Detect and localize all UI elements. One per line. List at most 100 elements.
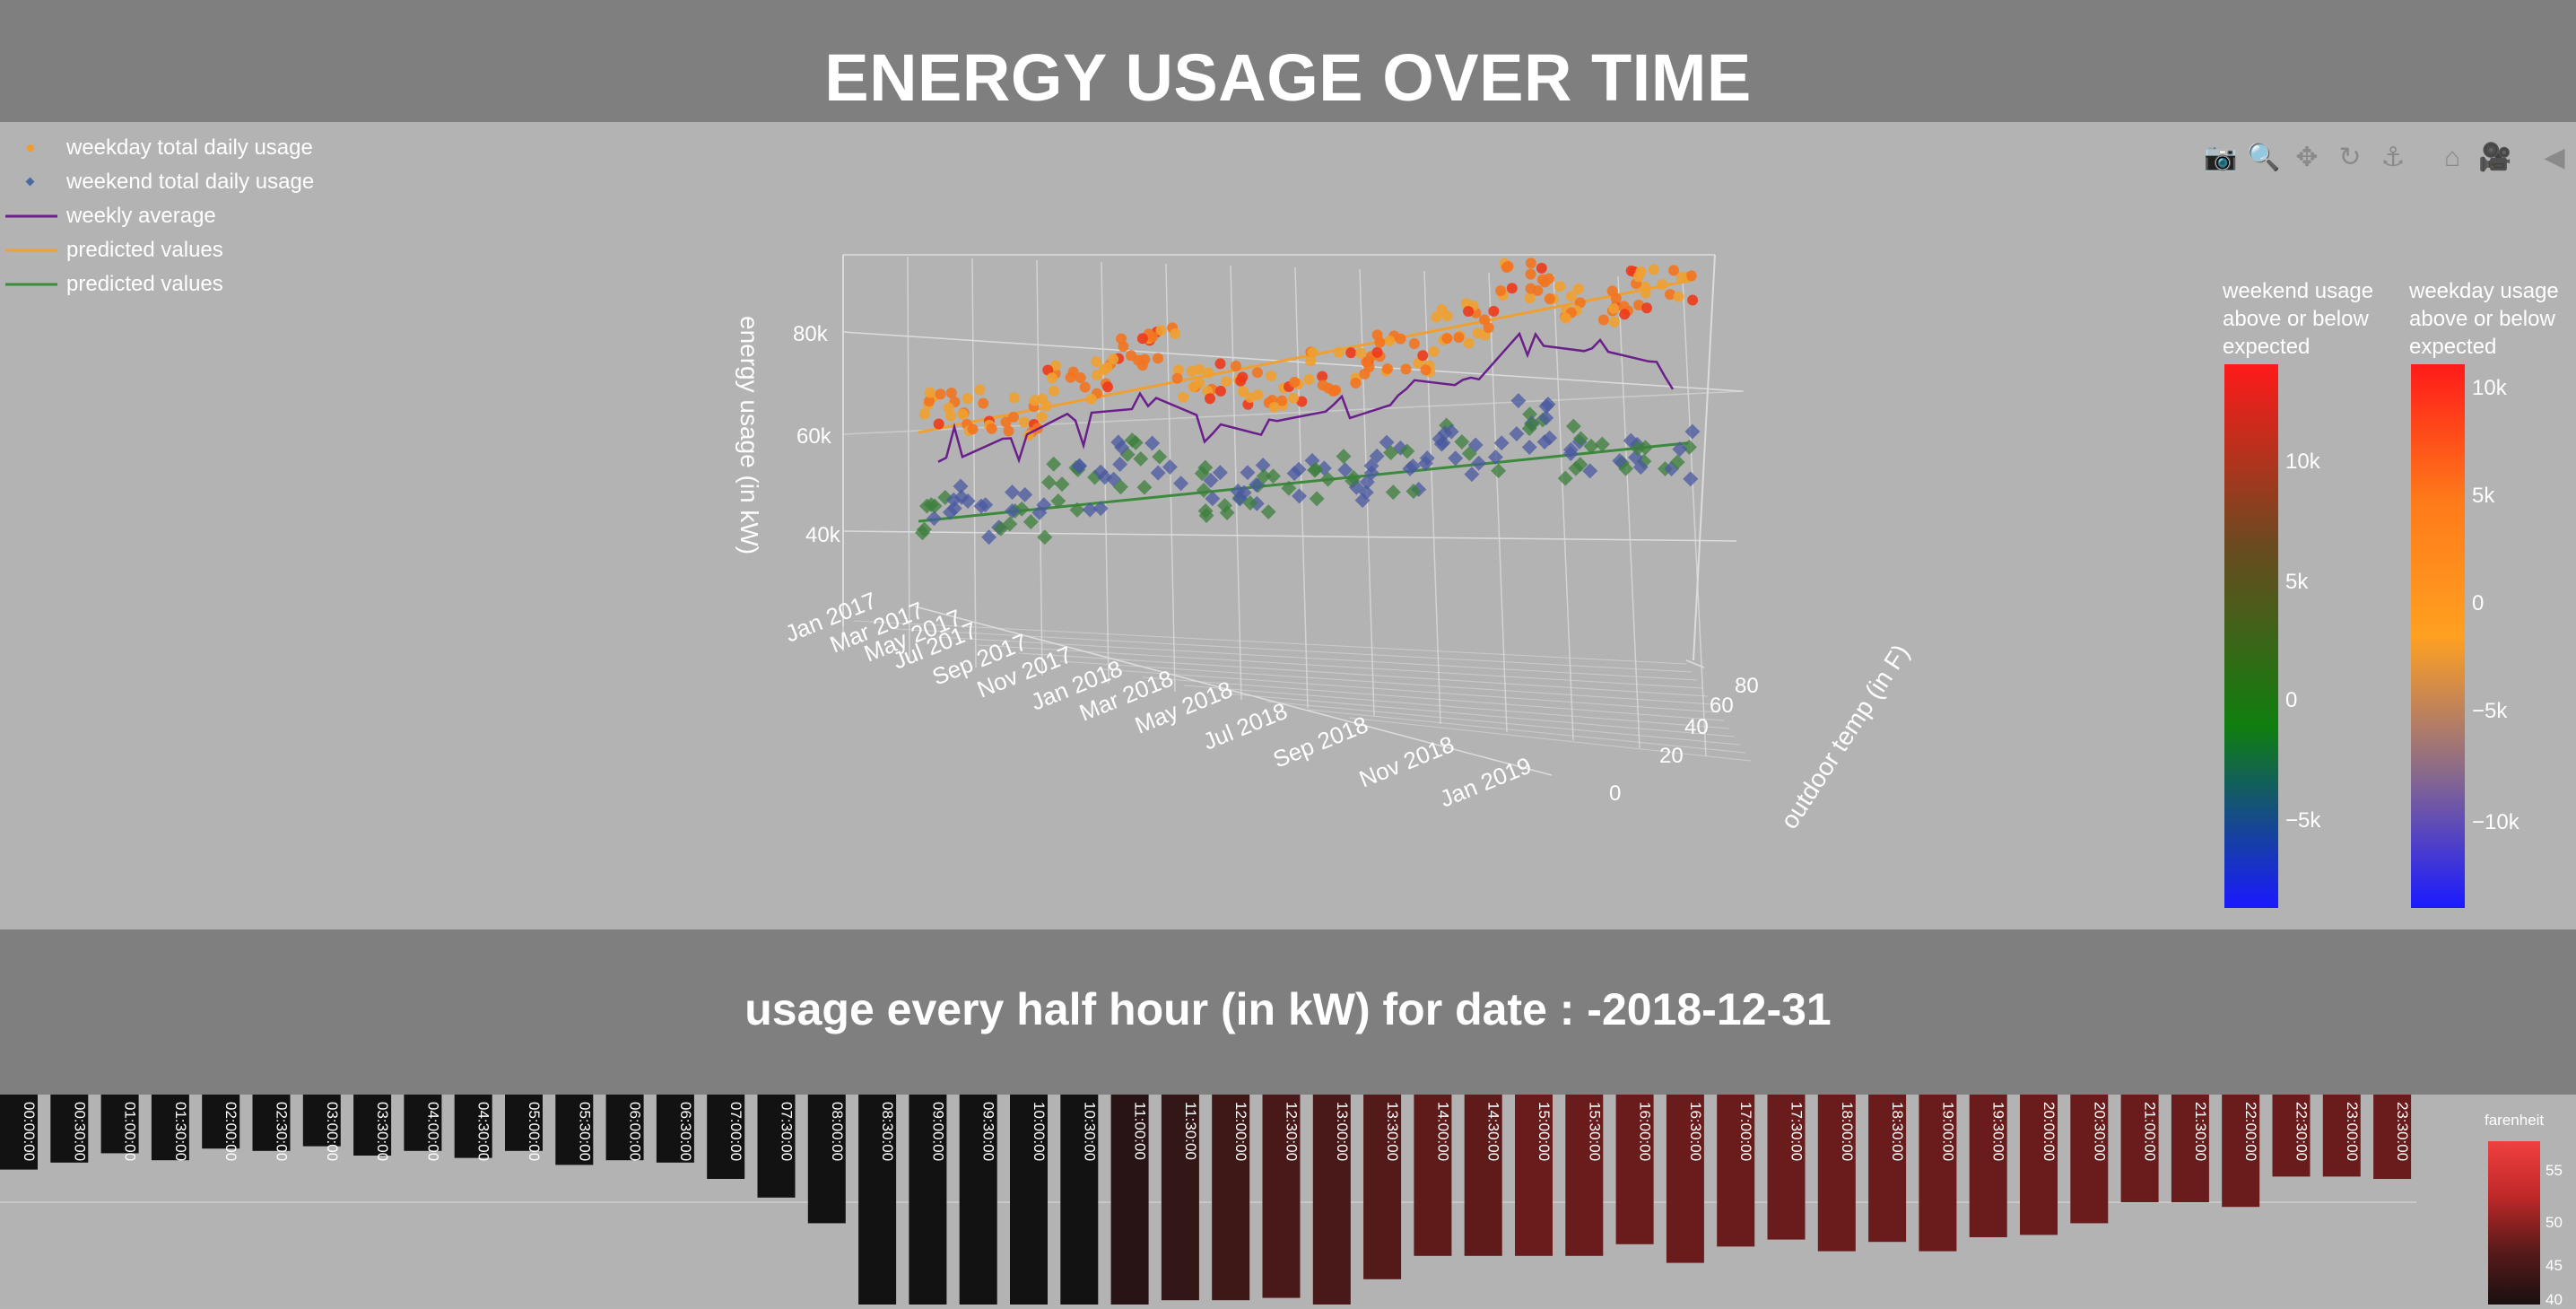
- weekday-point: [1204, 393, 1215, 405]
- colorbar-title: above or below: [2409, 307, 2555, 331]
- weekend-point: [1320, 471, 1336, 487]
- weekday-point: [1245, 391, 1257, 403]
- weekday-point: [1214, 358, 1226, 370]
- weekday-point: [1266, 370, 1277, 381]
- bar-category-label: 09:30:00: [980, 1102, 997, 1161]
- weekend-point: [1092, 464, 1109, 480]
- weekend-point: [1683, 471, 1699, 487]
- colorbar-title: expected: [2409, 335, 2496, 359]
- bar: [2020, 1095, 2058, 1235]
- weekend-point: [1212, 465, 1228, 481]
- weekend-point: [1205, 491, 1221, 507]
- weekday-point: [1317, 371, 1328, 382]
- legend-item[interactable]: weekend total daily usage: [0, 165, 314, 199]
- weekend-point: [1260, 504, 1276, 520]
- weekday-point: [1268, 401, 1280, 413]
- weekday-point: [1544, 293, 1555, 305]
- weekday-point: [1400, 363, 1412, 375]
- bar: [50, 1095, 89, 1163]
- temp-colorbar-tick: 45: [2546, 1257, 2563, 1274]
- weekday-point: [1194, 377, 1205, 388]
- floor-grid-line: [1307, 709, 1746, 754]
- weekend-point: [1041, 475, 1057, 491]
- colorbar-tick: −5k: [2472, 699, 2508, 723]
- colorbar-title: weekend usage: [2222, 279, 2373, 303]
- bar: [2373, 1095, 2412, 1179]
- weekday-point: [1049, 360, 1061, 371]
- weekday-point: [924, 396, 936, 407]
- orbit-icon[interactable]: ↻: [2338, 143, 2362, 172]
- home-icon[interactable]: ⌂: [2443, 143, 2461, 172]
- weekday-point: [1554, 281, 1566, 292]
- pan-icon[interactable]: ✥: [2295, 143, 2319, 172]
- weekend-point: [1557, 470, 1573, 486]
- bar: [1312, 1095, 1351, 1309]
- weekday-point: [1675, 272, 1687, 284]
- hover-icon[interactable]: ◀: [2544, 143, 2565, 172]
- weekday-point: [1018, 416, 1030, 428]
- camera-view-icon[interactable]: 🎥: [2478, 143, 2512, 172]
- bar: [2222, 1095, 2260, 1208]
- bar-category-label: 13:30:00: [1384, 1102, 1401, 1161]
- grid-line: [1036, 259, 1043, 676]
- bar-category-label: 22:00:00: [2242, 1102, 2259, 1161]
- weekday-point: [1495, 285, 1507, 297]
- weekday-point: [1296, 396, 1308, 407]
- weekday-point: [1288, 392, 1300, 404]
- weekday-point: [1171, 372, 1183, 384]
- legend-item[interactable]: predicted values: [0, 267, 314, 301]
- legend-item[interactable]: weekday total daily usage: [0, 131, 314, 165]
- weekday-point: [1668, 265, 1680, 276]
- legend-label: weekend total daily usage: [66, 170, 315, 194]
- weekday-point: [1289, 376, 1301, 388]
- floor-grid-line: [1018, 652, 1709, 697]
- bar-category-label: 11:30:00: [1182, 1102, 1199, 1160]
- temp-colorbar-tick: 40: [2546, 1291, 2563, 1305]
- legend-item[interactable]: weekly average: [0, 199, 314, 233]
- grid-line: [1230, 265, 1242, 701]
- bar: [1212, 1095, 1250, 1301]
- scatter-3d-plot[interactable]: energy usage (in kW) 80k 60k 40k Jan 2017 Mar…: [0, 122, 2576, 929]
- y-tick-label: 20: [1659, 744, 1684, 768]
- zoom-icon[interactable]: 🔍: [2247, 143, 2281, 172]
- weekday-point: [1408, 338, 1420, 350]
- weekend-point: [1594, 436, 1610, 452]
- bar: [1868, 1095, 1907, 1243]
- weekend-point: [1203, 473, 1219, 488]
- weekday-point: [1664, 289, 1675, 301]
- weekend-point: [1037, 529, 1053, 545]
- legend-item[interactable]: predicted values: [0, 233, 314, 267]
- bar: [1414, 1095, 1452, 1256]
- bar-category-label: 19:00:00: [1939, 1102, 1956, 1161]
- bar: [959, 1095, 997, 1309]
- colorbar-tick: 10k: [2472, 376, 2508, 400]
- weekend-colorbar: [2224, 364, 2278, 908]
- bar-category-label: 01:00:00: [122, 1102, 139, 1161]
- modebar: 📷 🔍 ✥ ↻ ⚓ ⌂ 🎥 ◀: [2199, 142, 2576, 174]
- weekday-point: [1146, 331, 1158, 343]
- bar-category-label: 00:00:00: [21, 1102, 38, 1161]
- legend-label: weekday total daily usage: [66, 135, 313, 160]
- x-tick-label: Jan 2019: [1436, 752, 1535, 813]
- temp-colorbar-title: farenheit: [2485, 1112, 2544, 1129]
- y-tick-label: 0: [1609, 781, 1621, 806]
- turntable-icon[interactable]: ⚓: [2380, 143, 2406, 172]
- weekend-point: [1292, 488, 1308, 504]
- weekend-point: [1240, 465, 1256, 481]
- legend-symbol-icon: [0, 165, 63, 199]
- weekday-point: [1085, 393, 1097, 405]
- colorbar-tick: 10k: [2285, 449, 2321, 474]
- camera-icon[interactable]: 📷: [2204, 143, 2238, 172]
- bar: [1717, 1095, 1755, 1247]
- bar: [202, 1095, 240, 1149]
- weekday-point: [1502, 260, 1514, 272]
- weekday-point: [1155, 325, 1167, 336]
- weekday-point: [1230, 360, 1241, 371]
- floor-grid-line: [977, 644, 1703, 689]
- bar-category-label: 13:00:00: [1334, 1102, 1351, 1161]
- weekday-point: [1317, 380, 1328, 391]
- weekday-point: [1441, 310, 1453, 322]
- weekday-point: [1079, 381, 1091, 393]
- floor-grid-line: [1142, 676, 1725, 721]
